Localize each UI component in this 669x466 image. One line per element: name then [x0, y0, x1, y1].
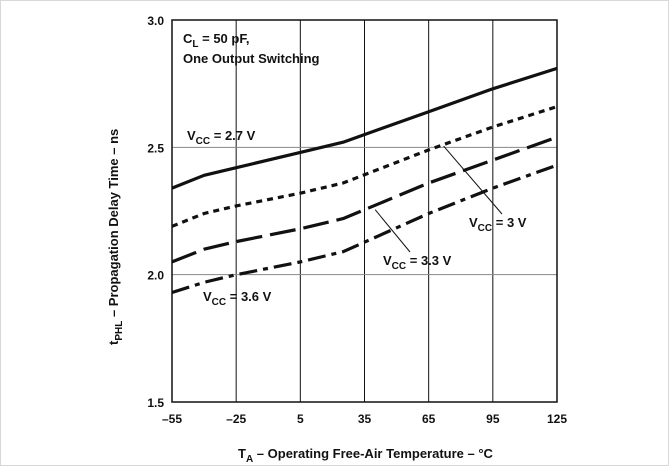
y-tick-label: 3.0: [147, 14, 164, 28]
x-tick-label: 5: [297, 412, 304, 426]
series-label-vcc-2-7: VCC = 2.7 V: [187, 128, 256, 147]
x-tick-label: 35: [358, 412, 372, 426]
y-tick-label: 2.0: [147, 269, 164, 283]
leader-lines: [374, 145, 503, 253]
condition-line-2: One Output Switching: [183, 51, 320, 66]
grid-lines: [172, 20, 557, 402]
x-tick-labels: –55 –25 5 35 65 95 125: [162, 412, 567, 426]
plot-area-border: [171, 19, 558, 403]
series-label-vcc-3-3: VCC = 3.3 V: [383, 253, 452, 272]
y-tick-label: 1.5: [147, 396, 164, 410]
x-tick-label: –55: [162, 412, 182, 426]
x-tick-label: 95: [486, 412, 500, 426]
series-label-vcc-3: VCC = 3 V: [469, 215, 527, 234]
series-line-3: [171, 163, 558, 295]
leader-line-vcc-3-3: [374, 209, 411, 253]
y-axis-label: tPHL – Propagation Delay Time – ns: [106, 129, 125, 345]
series-line-2: [171, 135, 558, 264]
series-label-vcc-3-6: VCC = 3.6 V: [203, 289, 272, 308]
y-tick-label: 2.5: [147, 141, 164, 155]
series-line-1: [171, 105, 558, 228]
y-tick-labels: 1.5 2.0 2.5 3.0: [147, 14, 164, 410]
x-tick-label: –25: [226, 412, 246, 426]
series-line-0: [171, 66, 558, 190]
condition-line-1: CL = 50 pF,: [183, 31, 249, 50]
x-tick-label: 125: [547, 412, 567, 426]
x-axis-label: TA – Operating Free-Air Temperature – °C: [238, 446, 494, 465]
leader-line-vcc-3: [443, 145, 503, 215]
x-tick-label: 65: [422, 412, 436, 426]
series-lines: [171, 66, 558, 295]
